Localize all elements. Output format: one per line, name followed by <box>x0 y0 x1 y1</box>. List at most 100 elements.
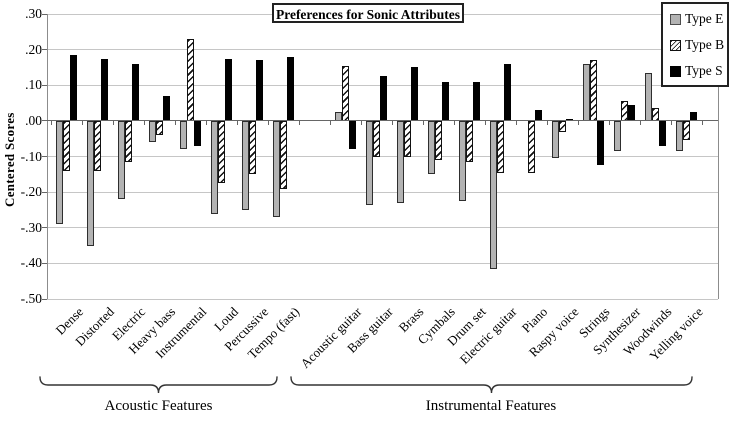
legend-item-type-e: Type E <box>670 10 727 28</box>
gridline <box>47 191 718 193</box>
bar-type-b <box>372 120 380 157</box>
y-axis-tick <box>42 227 47 229</box>
y-axis-tick <box>42 262 47 264</box>
bar-type-s <box>162 95 170 121</box>
bar-type-s <box>658 120 666 146</box>
bar-type-b <box>558 120 566 132</box>
y-axis-tick <box>42 84 47 86</box>
bar-type-b <box>403 120 411 157</box>
bar-type-b <box>217 120 225 184</box>
y-axis-tick <box>42 13 47 15</box>
gridline <box>47 262 718 264</box>
x-axis-tick <box>453 120 455 125</box>
x-axis-tick <box>608 120 610 125</box>
bar-type-s <box>224 58 232 121</box>
bar-type-s <box>596 120 604 166</box>
bar-type-s <box>441 81 449 121</box>
bar-type-b <box>93 120 101 171</box>
y-tick-label: .00 <box>25 112 42 128</box>
bar-type-e <box>427 120 435 175</box>
x-axis-tick <box>81 120 83 125</box>
x-axis-tick <box>360 120 362 125</box>
bar-type-s <box>627 104 635 121</box>
bar-type-b <box>248 120 256 175</box>
bar-type-e <box>117 120 125 200</box>
legend-label: Type E <box>685 11 724 26</box>
x-axis-tick <box>577 120 579 125</box>
bar-type-e <box>210 120 218 214</box>
bar-type-e <box>644 72 652 121</box>
gridline <box>47 49 718 51</box>
bar-type-e <box>613 120 621 152</box>
chart-title: Preferences for Sonic Attributes <box>272 3 464 23</box>
bar-type-e <box>675 120 683 152</box>
bar-type-b <box>434 120 442 161</box>
x-axis-tick <box>422 120 424 125</box>
x-axis-line <box>47 120 718 122</box>
bar-type-b <box>651 108 659 121</box>
bar-type-e <box>179 120 187 150</box>
legend-item-type-s: Type S <box>670 62 727 80</box>
x-axis-tick <box>670 120 672 125</box>
type-e-swatch-icon <box>670 13 681 25</box>
x-axis-tick <box>205 120 207 125</box>
bar-type-e <box>489 120 497 269</box>
bar-type-s <box>534 110 542 121</box>
bar-type-s <box>472 81 480 121</box>
y-tick-label: -.50 <box>20 291 42 306</box>
x-axis-tick <box>298 120 300 125</box>
plot-right-border <box>718 14 719 299</box>
bar-type-s <box>379 76 387 121</box>
x-axis-tick <box>112 120 114 125</box>
bar-type-e <box>86 120 94 246</box>
y-tick-label: .10 <box>25 77 42 93</box>
x-axis-tick <box>701 120 703 125</box>
bar-type-b <box>620 101 628 121</box>
legend: Type E Type B Type S <box>661 2 729 87</box>
bar-type-s <box>503 63 511 121</box>
bar-type-s <box>69 54 77 121</box>
x-axis-tick <box>391 120 393 125</box>
bar-type-b <box>341 65 349 121</box>
bar-type-b <box>496 120 504 173</box>
x-axis-tick <box>267 120 269 125</box>
bar-type-e <box>55 120 63 225</box>
legend-label: Type S <box>685 63 723 78</box>
type-s-swatch-icon <box>670 65 681 77</box>
y-tick-label: .30 <box>25 6 42 21</box>
y-tick-label: .20 <box>25 41 42 57</box>
bar-type-e <box>582 63 590 121</box>
bar-type-e <box>365 120 373 205</box>
x-axis-tick <box>639 120 641 125</box>
bar-type-s <box>193 120 201 146</box>
bar-type-e <box>148 120 156 143</box>
bar-type-b <box>155 120 163 136</box>
bar-type-e <box>241 120 249 210</box>
gridline <box>47 298 718 300</box>
type-b-swatch-icon <box>670 39 681 51</box>
legend-item-type-b: Type B <box>670 36 727 54</box>
x-axis-tick <box>50 120 52 125</box>
section-label-instrumental: Instrumental Features <box>425 398 557 414</box>
bar-type-b <box>682 120 690 141</box>
y-axis-tick <box>42 191 47 193</box>
bar-type-b <box>465 120 473 162</box>
bar-type-b <box>62 120 70 171</box>
bar-type-b <box>589 60 597 121</box>
x-axis-tick <box>515 120 517 125</box>
legend-label: Type B <box>685 37 725 52</box>
x-axis-tick <box>174 120 176 125</box>
bar-type-s <box>131 63 139 121</box>
gridline <box>47 227 718 229</box>
plot-left-border <box>47 14 48 299</box>
y-tick-label: -.20 <box>20 184 42 200</box>
bar-type-b <box>279 120 287 189</box>
y-tick-label: -.10 <box>20 148 42 164</box>
bar-type-e <box>396 120 404 203</box>
bar-type-s <box>100 58 108 121</box>
x-axis-tick <box>236 120 238 125</box>
bar-type-b <box>527 120 535 173</box>
y-axis-tick <box>42 49 47 51</box>
